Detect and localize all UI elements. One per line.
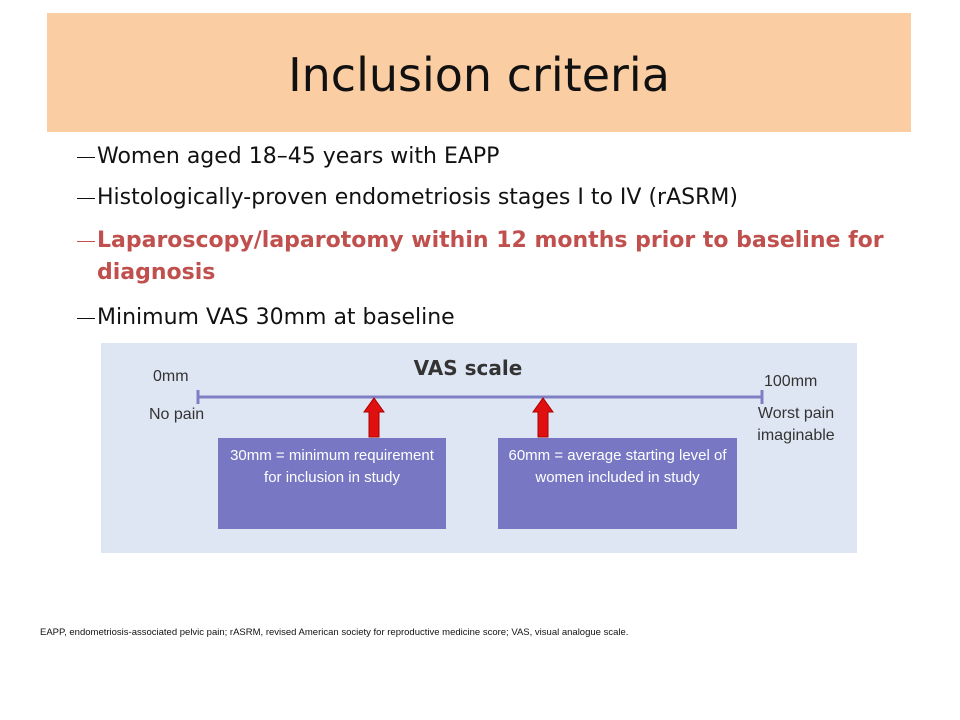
bullet: Minimum VAS 30mm at baseline — [97, 305, 455, 330]
bullet-dash — [77, 241, 95, 242]
vas-note-box: 60mm = average starting level of women i… — [498, 438, 737, 529]
slide-title: Inclusion criteria — [288, 48, 670, 102]
bullet-dash — [77, 198, 95, 199]
bullet: Women aged 18–45 years with EAPP — [97, 144, 500, 169]
arrow — [532, 397, 554, 438]
vas-left-value: 0mm — [153, 368, 189, 385]
vas-note-box: 30mm = minimum requirement for inclusion… — [218, 438, 446, 529]
vas-right-value: 100mm — [764, 373, 818, 390]
bullet: Histologically-proven endometriosis stag… — [97, 185, 738, 210]
vas-right-label: Worst pain imaginable — [757, 405, 835, 444]
arrow — [363, 397, 385, 438]
vas-title: VAS scale — [413, 356, 523, 380]
bullet-highlight: Laparoscopy/laparotomy within 12 months … — [97, 228, 884, 285]
bullet-dash — [77, 318, 95, 319]
bullet-dash — [77, 157, 95, 158]
footnote: EAPP, endometriosis-associated pelvic pa… — [40, 627, 629, 638]
header-band — [47, 13, 911, 132]
vas-left-label: No pain — [149, 406, 205, 423]
